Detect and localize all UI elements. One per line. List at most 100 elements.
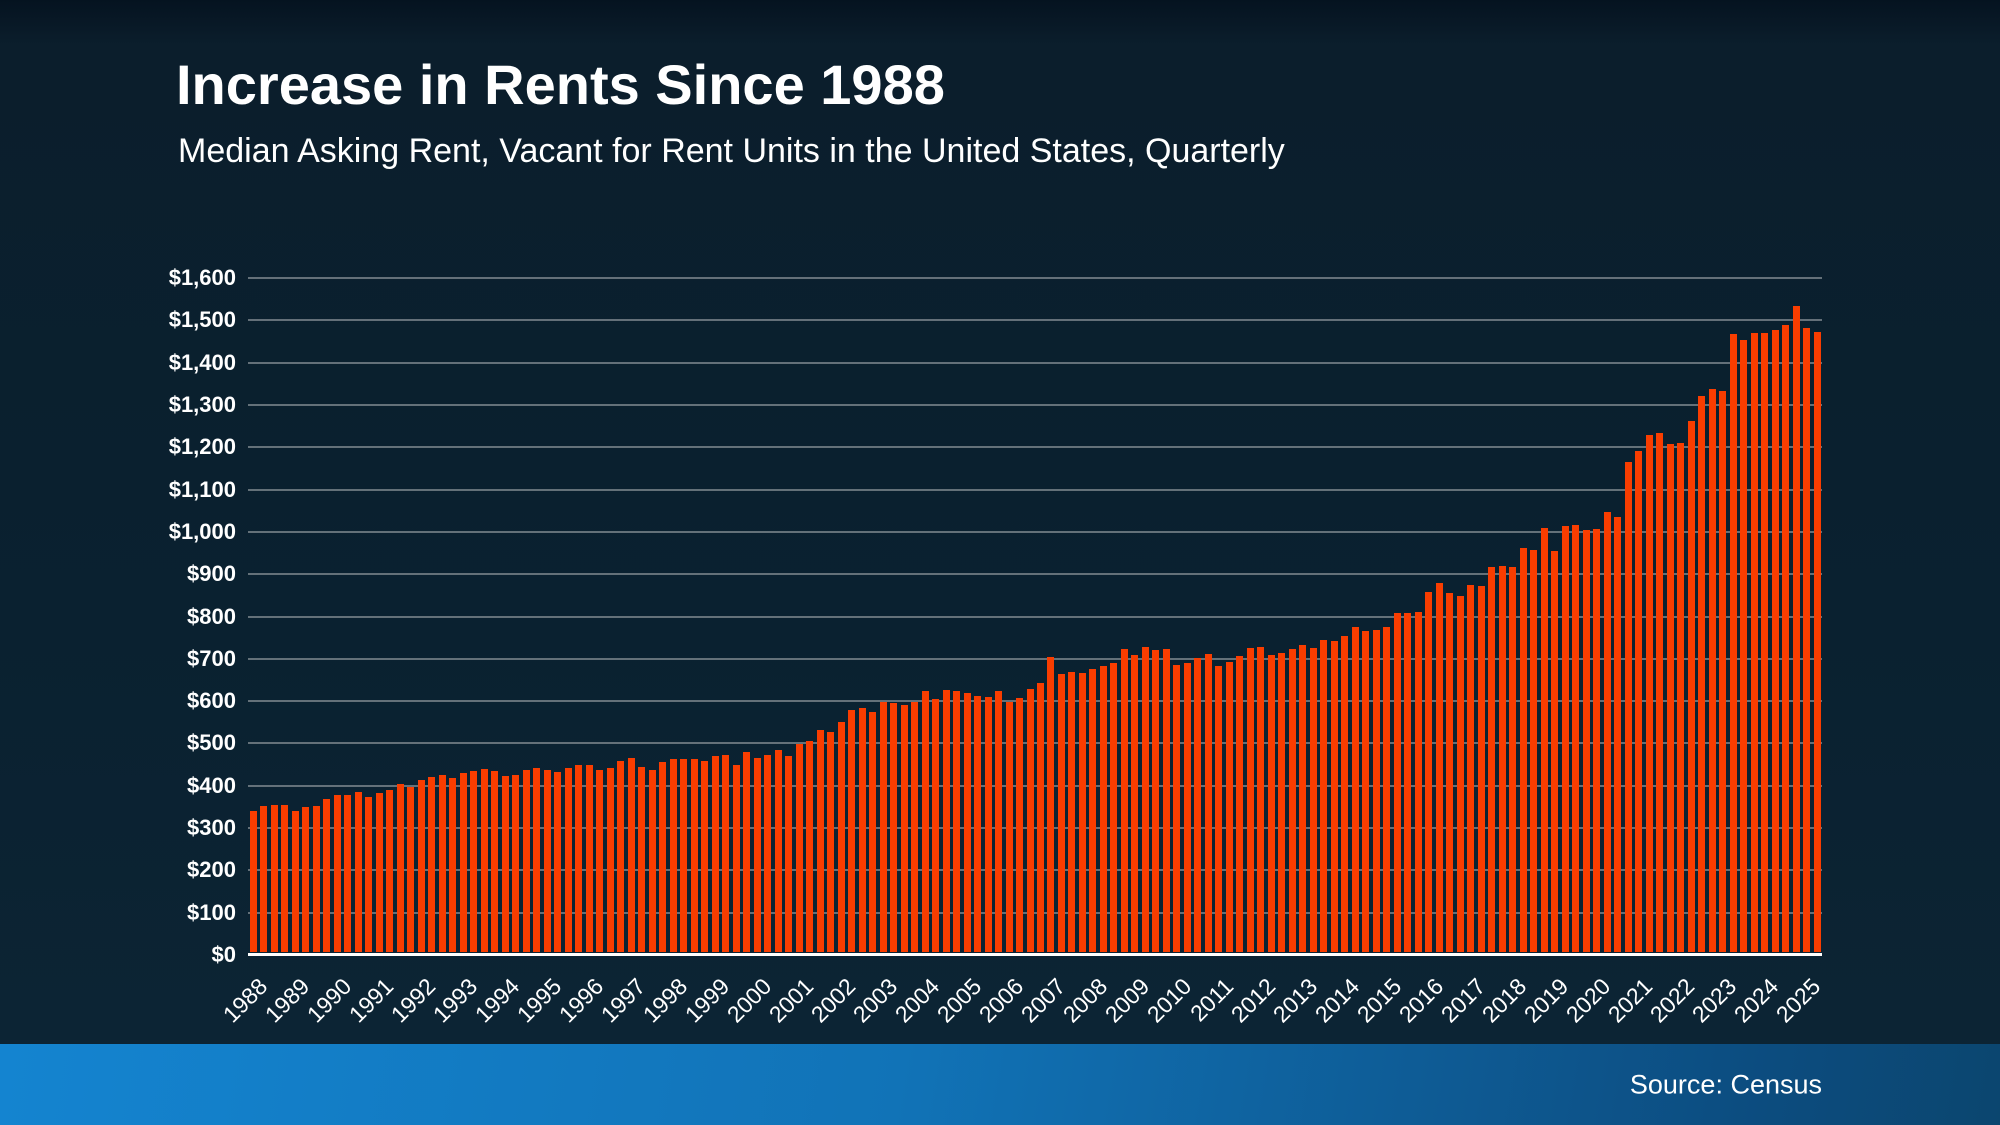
x-axis-tick-label: 2003: [847, 973, 903, 1028]
bar: [1026, 689, 1034, 952]
bar: [1016, 697, 1023, 952]
x-axis-tick-label: 2018: [1477, 973, 1532, 1028]
bar: [1204, 654, 1212, 952]
y-axis-tick-label: $400: [187, 772, 236, 798]
bar: [250, 810, 257, 952]
gridline: [248, 827, 1822, 830]
bar: [837, 722, 845, 952]
bar: [827, 731, 835, 952]
bar: [1194, 658, 1202, 952]
bar: [879, 702, 887, 952]
bar: [764, 754, 772, 952]
bar: [533, 767, 541, 952]
y-axis-tick-label: $700: [187, 645, 236, 671]
bar: [1771, 330, 1779, 952]
bar: [480, 768, 488, 952]
bar: [1047, 656, 1055, 952]
bar: [1803, 328, 1810, 952]
x-axis-tick-label: 2012: [1225, 973, 1281, 1028]
bar: [1740, 340, 1748, 952]
x-axis-tick-label: 2013: [1267, 973, 1323, 1028]
footer-band: Source: Census: [0, 1044, 2000, 1125]
bar: [1372, 630, 1380, 952]
bar: [491, 771, 499, 952]
x-axis-tick-label: 2001: [763, 973, 819, 1028]
bar: [1414, 612, 1422, 952]
bar: [281, 804, 289, 952]
bar: [1362, 631, 1370, 952]
bar: [1257, 646, 1265, 952]
x-axis-tick-label: 1994: [469, 973, 525, 1028]
y-axis-tick-label: $1,300: [168, 391, 236, 417]
gridline: [248, 446, 1822, 449]
bar: [974, 695, 982, 952]
y-axis-tick-label: $600: [187, 688, 236, 714]
x-axis-tick-label: 2000: [721, 973, 777, 1028]
bar: [1183, 663, 1191, 952]
x-axis-tick-label: 2023: [1687, 973, 1742, 1028]
bar: [1267, 654, 1275, 952]
bar: [407, 786, 415, 952]
bar: [963, 693, 971, 952]
bar: [953, 691, 961, 952]
bar: [1005, 701, 1013, 952]
bar: [554, 772, 562, 952]
bar: [1467, 585, 1475, 952]
bar: [1677, 442, 1685, 952]
x-axis-tick-label: 2025: [1771, 973, 1826, 1028]
bar: [1582, 529, 1590, 952]
bar: [1236, 655, 1244, 952]
bar: [543, 769, 551, 952]
gridline: [248, 319, 1822, 322]
bar: [795, 744, 803, 952]
chart-title: Increase in Rents Since 1988: [176, 53, 945, 116]
x-axis-tick-label: 1997: [595, 973, 651, 1028]
x-axis-tick-label: 1990: [302, 973, 357, 1028]
x-axis-tick-label: 2002: [805, 973, 861, 1028]
bar: [396, 783, 404, 952]
bar: [459, 773, 467, 952]
bar: [1057, 673, 1065, 952]
bar: [1299, 644, 1307, 952]
bar: [1162, 649, 1170, 952]
x-axis-tick-label: 2010: [1141, 973, 1197, 1028]
bar: [785, 755, 793, 952]
y-axis-labels: $0 $100 $200 $300 $400 $500 $600 $700 $800 $900 $1…: [128, 266, 236, 967]
bar: [869, 712, 877, 952]
bar: [1225, 661, 1233, 952]
bar: [753, 758, 761, 952]
bar: [1498, 565, 1506, 952]
bar: [1792, 306, 1800, 952]
bar: [617, 761, 625, 952]
x-axis-tick-label: 2017: [1435, 973, 1490, 1028]
bar: [1110, 663, 1118, 952]
bar: [354, 792, 362, 952]
bar: [1131, 654, 1139, 952]
bar: [995, 691, 1003, 952]
x-axis-line: [248, 953, 1822, 956]
bar: [1813, 331, 1821, 952]
x-axis-tick-label: 2022: [1645, 973, 1700, 1028]
x-axis-tick-label: 2009: [1099, 973, 1155, 1028]
bar: [1656, 433, 1664, 952]
x-axis-tick-label: 1996: [553, 973, 609, 1028]
x-axis-tick-label: 1993: [427, 973, 483, 1028]
bar: [1666, 443, 1674, 952]
y-axis-tick-label: $1,100: [168, 476, 236, 502]
gridline: [248, 615, 1822, 618]
bar: [732, 764, 740, 952]
bar: [648, 770, 656, 952]
bar: [1477, 586, 1485, 952]
bar: [1120, 648, 1128, 952]
x-axis-tick-label: 2021: [1603, 973, 1658, 1028]
x-axis-tick-label: 2011: [1184, 973, 1239, 1027]
bar: [1078, 673, 1086, 952]
gridline: [248, 911, 1822, 914]
bar: [806, 741, 814, 952]
y-axis-tick-label: $1,200: [168, 434, 236, 460]
y-axis-tick-label: $0: [211, 942, 236, 967]
bar: [512, 774, 520, 952]
bar: [1068, 672, 1076, 952]
bar: [1309, 648, 1317, 952]
bar: [1719, 390, 1727, 952]
